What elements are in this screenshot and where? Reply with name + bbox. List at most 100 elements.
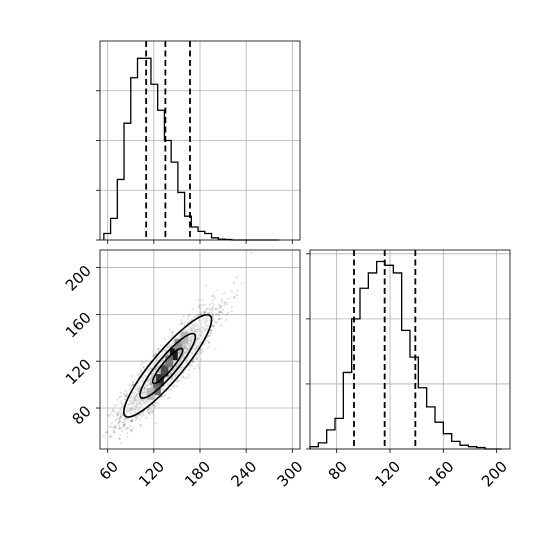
scatter-point: [152, 355, 155, 358]
scatter-point: [98, 440, 100, 442]
scatter-point: [208, 312, 211, 315]
scatter-point: [97, 458, 99, 460]
scatter-point: [118, 426, 122, 429]
scatter-point: [114, 418, 117, 422]
scatter-point: [114, 424, 117, 427]
scatter-point: [120, 391, 123, 395]
scatter-point: [168, 396, 171, 399]
scatter-point: [153, 353, 156, 356]
scatter-layer: [73, 251, 253, 460]
scatter-point: [204, 284, 207, 287]
scatter-point: [126, 435, 129, 438]
scatter-point: [231, 310, 234, 313]
x-tick-label: 300: [274, 458, 307, 491]
scatter-point: [160, 344, 163, 347]
scatter-point: [118, 396, 121, 399]
scatter-point: [219, 311, 222, 314]
scatter-point: [112, 430, 116, 434]
scatter-point: [225, 313, 228, 316]
scatter-point: [123, 398, 126, 401]
scatter-point: [131, 381, 134, 384]
scatter-point: [197, 298, 200, 301]
scatter-point: [175, 380, 178, 383]
scatter-point: [102, 435, 105, 438]
scatter-point: [114, 426, 117, 429]
scatter-point: [211, 309, 214, 312]
scatter-point: [141, 413, 145, 416]
scatter-point: [123, 421, 126, 424]
scatter-point: [119, 415, 123, 418]
scatter-point: [118, 437, 121, 440]
scatter-point: [212, 313, 215, 316]
scatter-point: [179, 322, 183, 325]
scatter-point: [230, 290, 233, 293]
scatter-point: [212, 316, 215, 319]
scatter-point: [154, 404, 157, 408]
scatter-point: [177, 379, 180, 382]
scatter-point: [131, 419, 134, 422]
scatter-point: [199, 350, 202, 353]
scatter-point: [180, 319, 183, 322]
scatter-point: [105, 450, 107, 452]
x-tick-label: 120: [135, 458, 168, 491]
scatter-point: [208, 345, 211, 348]
scatter-point: [203, 312, 206, 315]
scatter-point: [126, 426, 129, 429]
scatter-point: [224, 301, 227, 304]
scatter-point: [156, 402, 159, 405]
scatter-point: [73, 457, 75, 459]
scatter-point: [108, 435, 111, 439]
scatter-density-panel: 60 120 180 240 300 80 120 160 200: [62, 249, 307, 491]
scatter-point: [138, 418, 141, 421]
scatter-point: [129, 419, 132, 422]
scatter-point: [186, 317, 189, 320]
scatter-point: [161, 395, 164, 398]
scatter-point: [140, 414, 144, 418]
scatter-point: [171, 330, 174, 333]
scatter-point: [118, 420, 121, 423]
scatter-point: [212, 318, 215, 321]
scatter-point: [212, 325, 216, 328]
scatter-point: [208, 303, 211, 306]
scatter-point: [150, 410, 153, 413]
scatter-point: [121, 426, 124, 429]
scatter-point: [214, 348, 217, 351]
scatter-point: [188, 313, 191, 316]
scatter-point: [196, 356, 199, 359]
scatter-point: [147, 412, 150, 415]
scatter-point: [112, 410, 115, 413]
scatter-point: [146, 410, 149, 413]
scatter-point: [130, 428, 133, 431]
scatter-point: [119, 420, 122, 423]
scatter-point: [211, 324, 215, 327]
scatter-point: [129, 387, 132, 390]
scatter-point: [208, 341, 211, 345]
scatter-point: [112, 429, 115, 432]
scatter-point: [118, 427, 121, 431]
scatter-point: [126, 393, 129, 396]
scatter-point: [116, 413, 120, 416]
scatter-point: [197, 353, 200, 356]
scatter-point: [209, 308, 212, 312]
scatter-point: [203, 312, 206, 315]
scatter-point: [93, 437, 95, 439]
scatter-point: [119, 442, 122, 445]
scatter-point: [110, 435, 113, 438]
scatter-point: [213, 296, 216, 299]
scatter-point: [136, 416, 139, 419]
x-tick-label: 60: [96, 458, 122, 484]
scatter-point: [225, 303, 228, 306]
x-tick-label: 180: [181, 458, 214, 491]
scatter-point: [117, 411, 120, 414]
scatter-point: [124, 427, 127, 430]
scatter-point: [204, 311, 207, 314]
scatter-point: [94, 438, 96, 440]
scatter-point: [187, 314, 190, 317]
scatter-point: [116, 417, 119, 420]
scatter-point: [187, 373, 191, 376]
scatter-point: [119, 433, 122, 436]
scatter-point: [125, 432, 128, 435]
scatter-point: [208, 307, 211, 310]
scatter-point: [196, 313, 199, 317]
scatter-point: [116, 403, 119, 406]
